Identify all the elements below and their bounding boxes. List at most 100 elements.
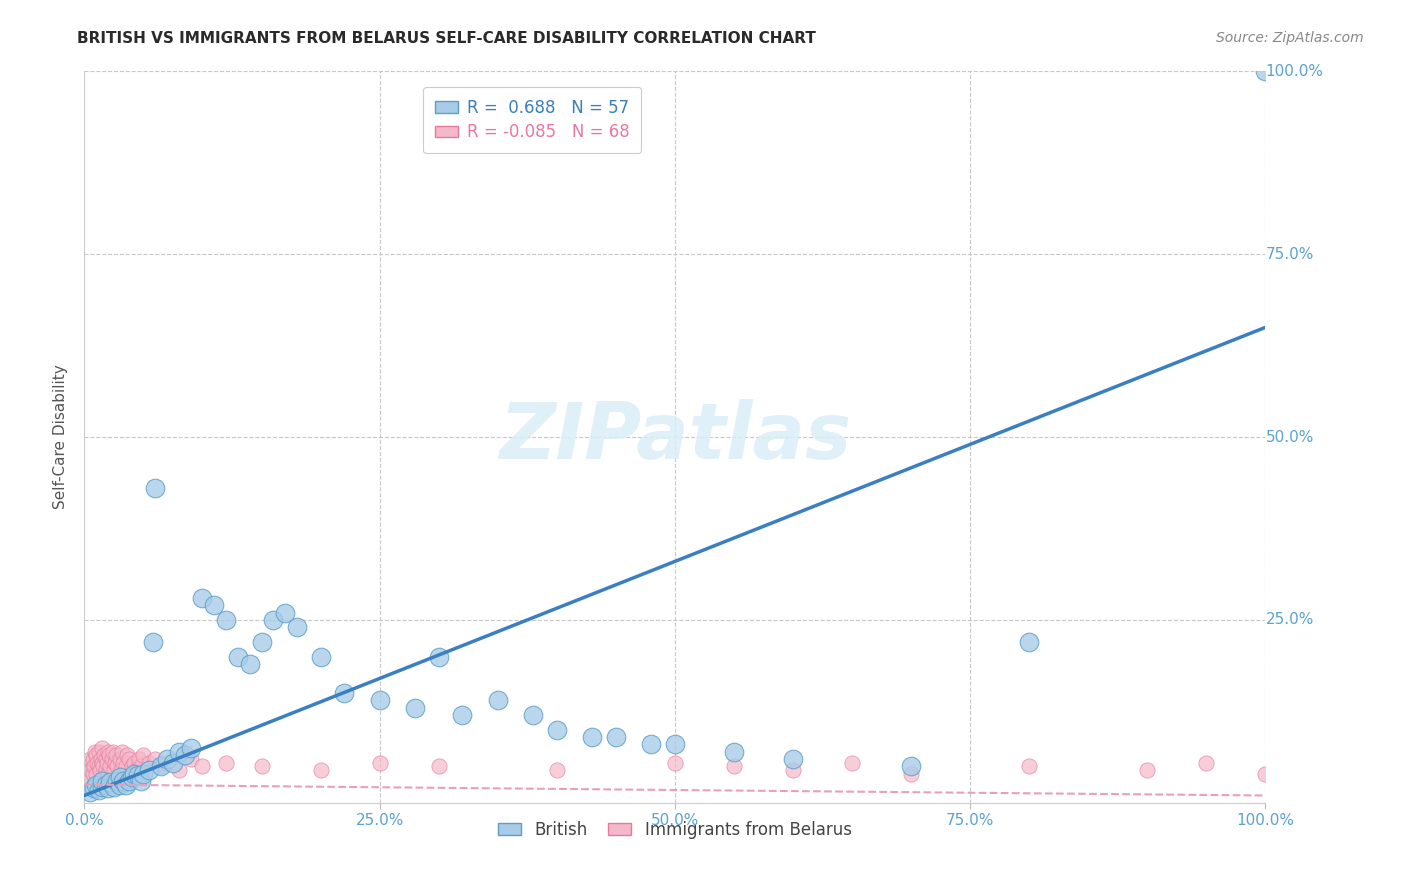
British (486, 693, 509, 707)
Immigrants from Belarus (723, 759, 745, 773)
Immigrants from Belarus (98, 748, 121, 763)
Immigrants from Belarus (97, 745, 120, 759)
Immigrants from Belarus (129, 759, 152, 773)
Immigrants from Belarus (101, 745, 124, 759)
British (239, 657, 262, 671)
British (664, 737, 686, 751)
Immigrants from Belarus (91, 756, 114, 770)
Immigrants from Belarus (108, 752, 131, 766)
Immigrants from Belarus (1136, 763, 1159, 777)
Immigrants from Belarus (156, 756, 179, 770)
British (546, 723, 568, 737)
Immigrants from Belarus (82, 752, 104, 766)
Immigrants from Belarus (167, 763, 190, 777)
British (782, 752, 804, 766)
British (167, 745, 190, 759)
Immigrants from Belarus (191, 759, 214, 773)
Text: 50.0%: 50.0% (1265, 430, 1313, 444)
Immigrants from Belarus (1195, 756, 1218, 770)
Immigrants from Belarus (125, 763, 148, 777)
Immigrants from Belarus (900, 766, 922, 780)
British (605, 730, 627, 744)
British (114, 778, 136, 792)
British (581, 730, 603, 744)
British (723, 745, 745, 759)
British (150, 759, 173, 773)
Immigrants from Belarus (427, 759, 450, 773)
British (127, 768, 149, 782)
British (83, 781, 105, 796)
Immigrants from Belarus (215, 756, 238, 770)
British (451, 708, 474, 723)
British (108, 770, 131, 784)
British (132, 766, 155, 780)
British (122, 766, 145, 780)
Immigrants from Belarus (84, 766, 107, 780)
Immigrants from Belarus (107, 759, 129, 773)
British (118, 773, 141, 788)
Immigrants from Belarus (121, 759, 143, 773)
British (250, 635, 273, 649)
British (129, 773, 152, 788)
Immigrants from Belarus (84, 748, 107, 763)
Immigrants from Belarus (250, 759, 273, 773)
British (138, 763, 160, 777)
British (226, 649, 249, 664)
British (640, 737, 662, 751)
Immigrants from Belarus (782, 763, 804, 777)
Immigrants from Belarus (93, 748, 115, 763)
Immigrants from Belarus (111, 745, 134, 759)
Immigrants from Belarus (118, 752, 141, 766)
British (107, 773, 129, 788)
Immigrants from Belarus (80, 763, 103, 777)
Text: 25.0%: 25.0% (1265, 613, 1313, 627)
Immigrants from Belarus (87, 759, 110, 773)
Immigrants from Belarus (150, 759, 173, 773)
Immigrants from Belarus (91, 740, 114, 755)
Immigrants from Belarus (86, 756, 108, 770)
British (900, 759, 922, 773)
Immigrants from Belarus (94, 752, 117, 766)
Immigrants from Belarus (138, 756, 160, 770)
Immigrants from Belarus (79, 770, 101, 784)
Immigrants from Belarus (110, 763, 132, 777)
Immigrants from Belarus (132, 748, 155, 763)
British (522, 708, 544, 723)
Immigrants from Belarus (104, 756, 127, 770)
Immigrants from Belarus (1018, 759, 1040, 773)
Immigrants from Belarus (77, 759, 100, 773)
Immigrants from Belarus (368, 756, 391, 770)
Text: Source: ZipAtlas.com: Source: ZipAtlas.com (1216, 31, 1364, 45)
Immigrants from Belarus (77, 766, 100, 780)
British (87, 782, 110, 797)
British (142, 635, 165, 649)
British (427, 649, 450, 664)
Immigrants from Belarus (122, 756, 145, 770)
Immigrants from Belarus (82, 766, 104, 780)
Y-axis label: Self-Care Disability: Self-Care Disability (53, 365, 69, 509)
Immigrants from Belarus (90, 752, 112, 766)
British (274, 606, 297, 620)
Immigrants from Belarus (84, 745, 107, 759)
Immigrants from Belarus (79, 752, 101, 766)
British (98, 775, 121, 789)
Immigrants from Belarus (105, 748, 128, 763)
British (309, 649, 332, 664)
British (333, 686, 356, 700)
British (368, 693, 391, 707)
British (112, 773, 135, 788)
British (84, 778, 107, 792)
British (121, 770, 143, 784)
British (191, 591, 214, 605)
Immigrants from Belarus (91, 759, 114, 773)
Immigrants from Belarus (1254, 766, 1277, 780)
Text: 75.0%: 75.0% (1265, 247, 1313, 261)
British (94, 778, 117, 792)
British (1018, 635, 1040, 649)
British (91, 773, 114, 788)
Immigrants from Belarus (180, 752, 202, 766)
Immigrants from Belarus (98, 759, 121, 773)
Immigrants from Belarus (103, 763, 125, 777)
Immigrants from Belarus (114, 759, 136, 773)
Immigrants from Belarus (100, 752, 122, 766)
